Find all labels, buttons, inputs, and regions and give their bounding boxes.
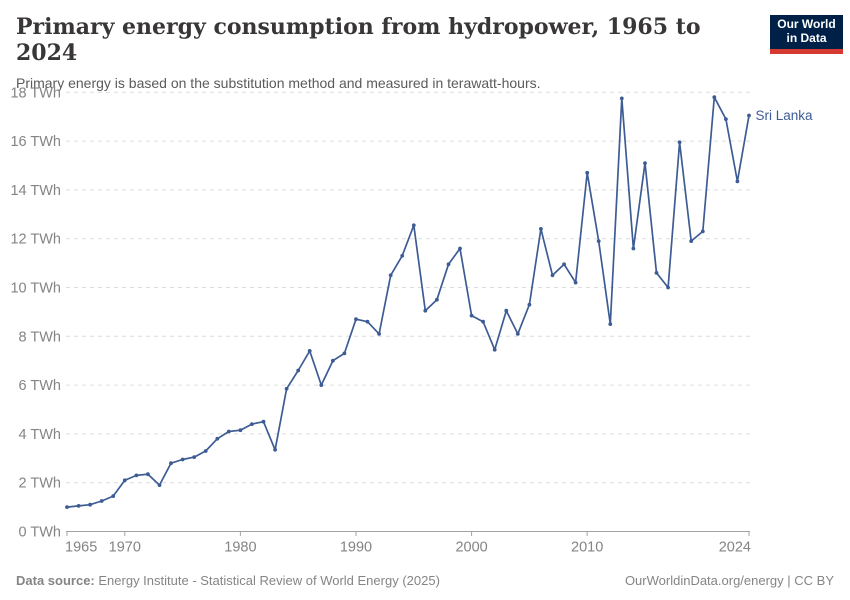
data-point-marker[interactable] xyxy=(539,227,543,231)
data-point-marker[interactable] xyxy=(122,478,127,483)
y-axis-tick-label: 18 TWh xyxy=(10,85,61,101)
data-point-marker[interactable] xyxy=(307,349,312,353)
data-point-marker[interactable] xyxy=(724,117,728,121)
data-point-marker[interactable] xyxy=(284,386,289,391)
data-point-marker[interactable] xyxy=(562,262,566,267)
data-point-marker[interactable] xyxy=(712,95,717,100)
y-axis-tick-label: 6 TWh xyxy=(19,378,61,394)
data-point-marker[interactable] xyxy=(331,358,335,363)
y-axis-tick-label: 12 TWh xyxy=(10,232,61,248)
data-point-marker[interactable] xyxy=(203,449,208,453)
x-axis-tick-label: 2024 xyxy=(719,540,751,556)
data-point-marker[interactable] xyxy=(111,494,116,498)
data-point-marker[interactable] xyxy=(169,461,173,466)
data-point-marker[interactable] xyxy=(666,285,670,290)
data-point-marker[interactable] xyxy=(423,308,428,313)
data-point-marker[interactable] xyxy=(700,229,705,234)
data-point-marker[interactable] xyxy=(238,428,243,433)
x-axis-tick-label: 2010 xyxy=(571,540,603,556)
data-point-marker[interactable] xyxy=(377,332,381,336)
credit-link[interactable]: OurWorldinData.org/energy | CC BY xyxy=(624,573,834,588)
data-point-marker[interactable] xyxy=(261,419,266,424)
chart-header: Primary energy consumption from hydropow… xyxy=(16,14,756,92)
data-point-marker[interactable] xyxy=(157,483,162,487)
data-point-marker[interactable] xyxy=(654,271,659,275)
page-title: Primary energy consumption from hydropow… xyxy=(16,14,701,67)
data-point-marker[interactable] xyxy=(400,253,405,258)
data-point-marker[interactable] xyxy=(99,499,104,503)
data-point-marker[interactable] xyxy=(146,472,150,477)
data-point-marker[interactable] xyxy=(446,262,451,267)
y-axis-tick-label: 14 TWh xyxy=(10,183,61,199)
data-point-marker[interactable] xyxy=(619,96,624,101)
series-label: Sri Lanka xyxy=(756,108,814,123)
data-point-marker[interactable] xyxy=(88,502,92,507)
line-chart-canvas: 0 TWh 2 TWh 4 TWh 6 TWh 8 TWh 10 TWh 12 TWh 14 … xyxy=(10,85,814,556)
y-axis-tick-label: 8 TWh xyxy=(19,329,61,345)
y-axis-tick-label: 10 TWh xyxy=(10,281,61,297)
data-point-marker[interactable] xyxy=(134,473,139,478)
data-point-marker[interactable] xyxy=(180,457,185,462)
data-point-marker[interactable] xyxy=(469,313,474,318)
data-point-marker[interactable] xyxy=(411,223,416,228)
data-point-marker[interactable] xyxy=(296,368,301,373)
owid-logo: Our World in Data xyxy=(770,15,843,54)
x-axis-tick-label: 1990 xyxy=(340,540,372,556)
logo-text-line1: Our World xyxy=(777,17,836,32)
x-axis-tick-label: 1965 xyxy=(65,540,97,556)
data-point-marker[interactable] xyxy=(365,319,370,324)
data-point-marker[interactable] xyxy=(585,170,590,175)
chart-footer: Data source: Energy Institute - Statisti… xyxy=(16,573,834,588)
data-source-label: Data source: xyxy=(16,573,95,588)
data-point-marker[interactable] xyxy=(76,504,81,508)
data-point-marker[interactable] xyxy=(319,383,324,387)
data-point-marker[interactable] xyxy=(677,140,682,145)
data-point-marker[interactable] xyxy=(608,322,613,326)
chart-subtitle: Primary energy is based on the substitut… xyxy=(16,74,541,91)
data-point-marker[interactable] xyxy=(354,317,358,322)
data-point-marker[interactable] xyxy=(388,273,393,278)
data-point-marker[interactable] xyxy=(747,113,751,118)
data-point-marker[interactable] xyxy=(527,302,532,307)
data-point-marker[interactable] xyxy=(504,308,509,313)
y-axis-tick-label: 0 TWh xyxy=(19,525,61,541)
data-point-marker[interactable] xyxy=(643,161,647,165)
x-axis-tick-label: 1980 xyxy=(224,540,256,556)
data-point-marker[interactable] xyxy=(515,332,520,336)
data-point-marker[interactable] xyxy=(458,246,462,251)
data-point-marker[interactable] xyxy=(492,347,497,352)
y-axis-tick-label: 2 TWh xyxy=(19,476,61,492)
data-point-marker[interactable] xyxy=(481,319,485,324)
data-point-marker[interactable] xyxy=(342,351,347,356)
data-point-marker[interactable] xyxy=(226,429,231,434)
data-point-marker[interactable] xyxy=(631,246,636,251)
logo-text-line2: in Data xyxy=(786,31,827,45)
data-point-marker[interactable] xyxy=(215,436,220,441)
y-axis-tick-label: 16 TWh xyxy=(10,134,61,150)
data-source-value: Energy Institute - Statistical Review of… xyxy=(98,573,440,588)
y-axis-tick-label: 4 TWh xyxy=(19,427,61,443)
data-point-marker[interactable] xyxy=(250,422,254,426)
x-axis-tick-label: 1970 xyxy=(109,540,141,556)
data-point-marker[interactable] xyxy=(550,273,555,278)
chart-area: 0 TWh 2 TWh 4 TWh 6 TWh 8 TWh 10 TWh 12 TWh 14 … xyxy=(0,70,850,560)
data-point-marker[interactable] xyxy=(573,280,578,285)
data-point-marker[interactable] xyxy=(192,455,197,459)
series-line-sri-lanka[interactable] xyxy=(66,96,750,508)
x-axis-tick-label: 2000 xyxy=(455,540,487,556)
data-point-marker[interactable] xyxy=(65,505,69,509)
data-point-marker[interactable] xyxy=(273,447,277,452)
data-source: Data source: Energy Institute - Statisti… xyxy=(16,573,440,588)
data-point-marker[interactable] xyxy=(735,179,740,184)
data-point-marker[interactable] xyxy=(689,239,694,244)
data-point-marker[interactable] xyxy=(435,297,439,302)
data-point-marker[interactable] xyxy=(596,239,601,244)
